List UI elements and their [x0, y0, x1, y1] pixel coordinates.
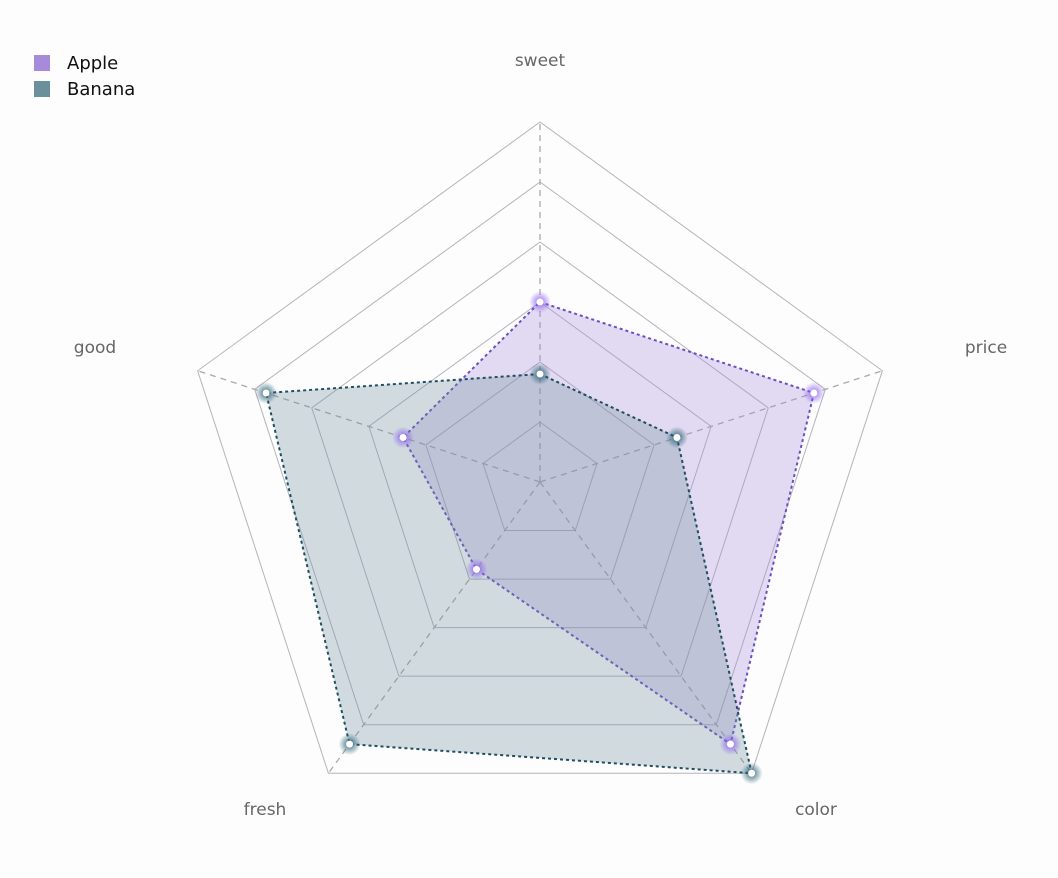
grid-ring: [311, 241, 769, 677]
series-area-banana[interactable]: [264, 372, 753, 775]
grid-ring: [254, 181, 826, 726]
axis-label-price: price: [965, 338, 1007, 358]
axis-label-sweet: sweet: [515, 51, 566, 71]
axis-label-good: good: [74, 338, 116, 358]
data-point-banana[interactable]: [673, 434, 681, 442]
legend-item-apple[interactable]: Apple: [34, 50, 135, 76]
chart-legend: Apple Banana: [34, 50, 135, 102]
grid-ring: [197, 121, 883, 774]
series-area-apple[interactable]: [401, 300, 816, 746]
grid-ring: [368, 301, 712, 629]
legend-swatch-banana: [34, 81, 50, 97]
grid-ring: [425, 361, 655, 580]
axis-line: [197, 370, 541, 483]
data-point-apple[interactable]: [473, 565, 481, 573]
data-point-apple[interactable]: [726, 740, 734, 748]
data-point-banana[interactable]: [748, 769, 756, 777]
legend-label-apple: Apple: [67, 52, 119, 74]
radar-grid: [197, 121, 883, 774]
data-point-apple[interactable]: [536, 298, 544, 306]
data-point-banana[interactable]: [262, 389, 270, 397]
axis-line: [539, 481, 753, 774]
data-point-apple[interactable]: [810, 389, 818, 397]
axis-labels: sweet price color fresh good: [74, 51, 1007, 820]
data-point-banana[interactable]: [346, 740, 354, 748]
grid-ring: [482, 421, 598, 532]
legend-item-banana[interactable]: Banana: [34, 76, 135, 102]
axis-label-fresh: fresh: [244, 800, 287, 820]
axis-line: [539, 370, 883, 483]
legend-swatch-apple: [34, 55, 50, 71]
radar-series: [255, 291, 825, 785]
legend-label-banana: Banana: [67, 78, 136, 100]
axis-line: [327, 481, 541, 774]
axis-label-color: color: [795, 800, 837, 820]
data-point-apple[interactable]: [399, 434, 407, 442]
data-point-banana[interactable]: [536, 370, 544, 378]
